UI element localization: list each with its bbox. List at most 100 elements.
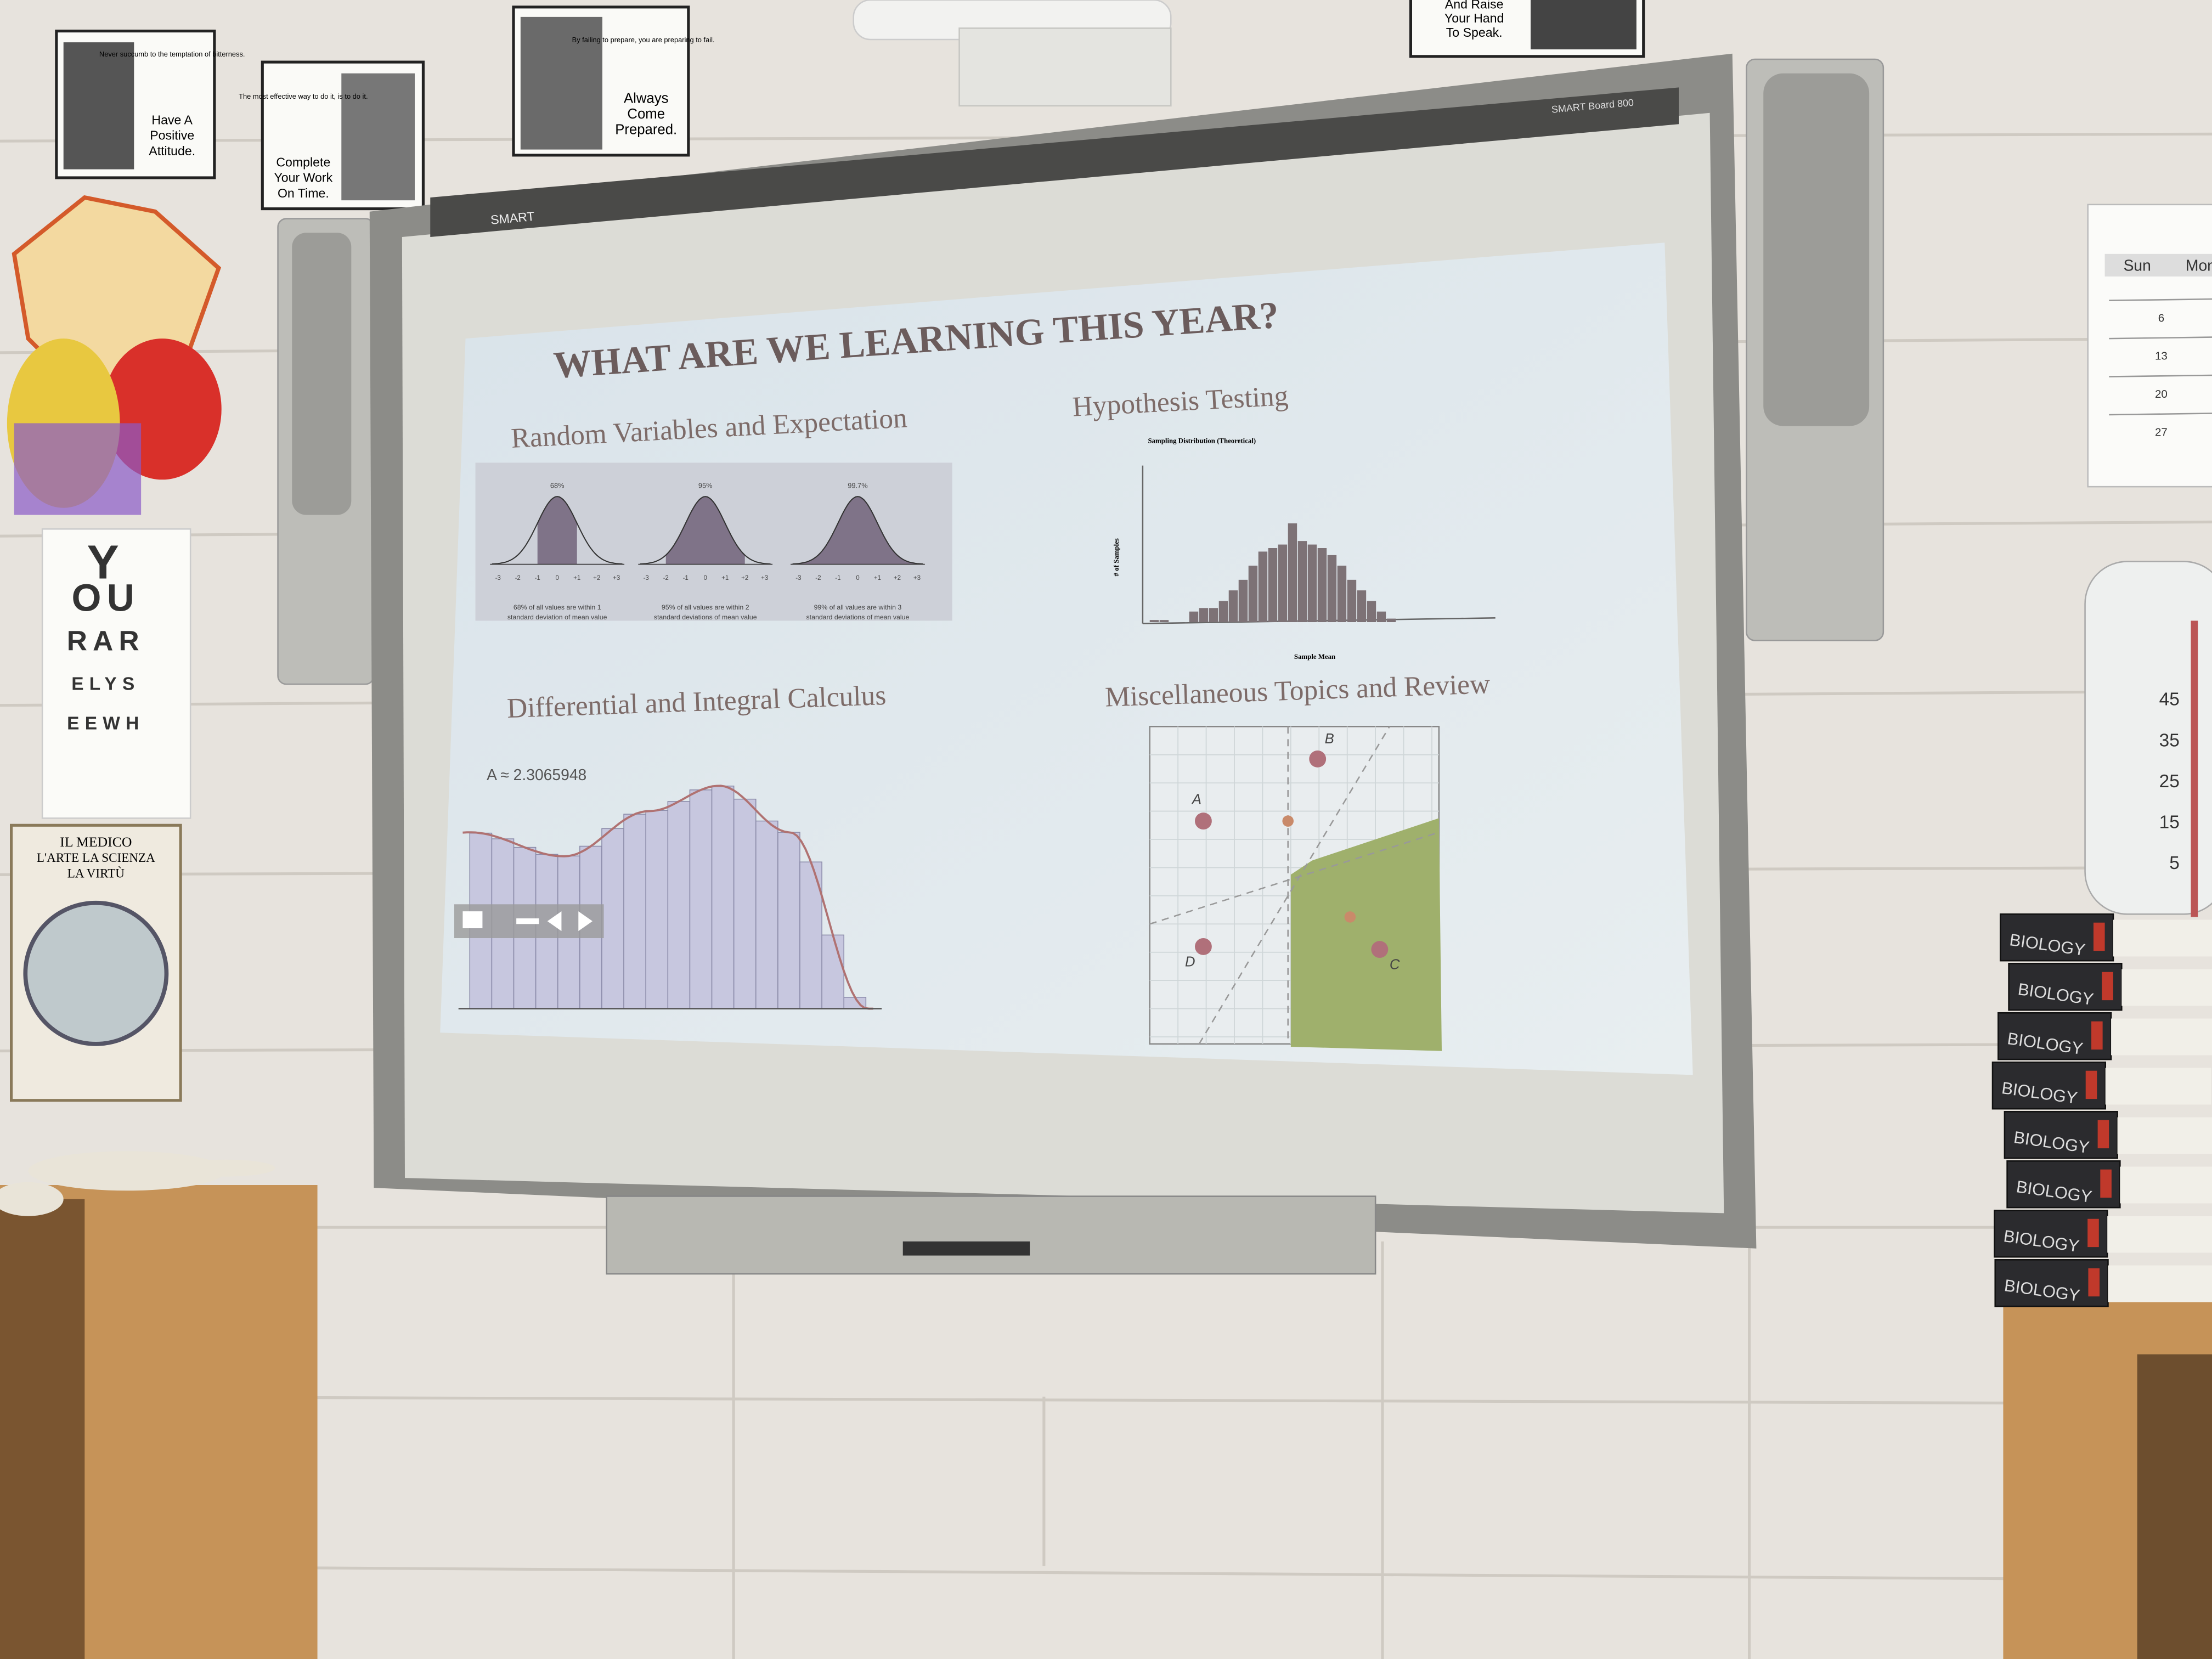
- riemann-rect: [777, 832, 800, 1009]
- eye-chart-row: Y: [87, 535, 125, 589]
- thermometer: [2084, 561, 2212, 915]
- eye-chart-row: OU: [72, 576, 140, 619]
- function-curve: [462, 785, 873, 1010]
- histogram-bar: [1386, 618, 1396, 622]
- bell-caption: 99% of all values are within 3: [814, 603, 902, 611]
- riemann-rect: [623, 814, 646, 1009]
- bell-tick: 0: [555, 575, 558, 582]
- histogram-bar: [1347, 579, 1357, 622]
- poster-2: The most effective way to do it, is to d…: [239, 60, 425, 211]
- bell-tick: -1: [683, 575, 689, 582]
- calendar-date: 27: [2155, 426, 2168, 439]
- bell-tick: +3: [761, 575, 768, 582]
- book-label: [2088, 1268, 2100, 1297]
- poster-4: And Raise Your Hand To Speak.: [1409, 0, 1645, 58]
- bell-curve: [492, 496, 623, 565]
- bell-caption: standard deviations of mean value: [654, 613, 757, 621]
- thermometer-label: 25: [2159, 771, 2180, 792]
- bell-tick: -3: [795, 575, 801, 582]
- eye-chart-row: ELYS: [71, 674, 140, 694]
- histogram-bar: [1357, 590, 1367, 622]
- histogram-bar: [1218, 601, 1228, 622]
- book-pages: [2111, 1018, 2212, 1056]
- bell-tick: -3: [644, 575, 649, 582]
- poster-motto: To Speak.: [1446, 25, 1503, 40]
- histogram-bar: [1149, 620, 1159, 622]
- calendar-row: [2109, 336, 2212, 340]
- poster-1: Never succumb to the temptation of bitte…: [55, 30, 245, 179]
- riemann-rect: [711, 785, 735, 1009]
- histogram-bar: [1159, 620, 1169, 622]
- book-pages: [2108, 1265, 2212, 1302]
- histogram-bar: [1248, 566, 1258, 622]
- riemann-sum: [458, 785, 882, 1010]
- thermometer-label: 35: [2159, 730, 2180, 751]
- book-label: [2094, 922, 2105, 951]
- point-label: C: [1390, 957, 1400, 973]
- poster-motto: Have A: [151, 112, 193, 127]
- bell-tick: -2: [815, 575, 821, 582]
- paper-mask: [7, 195, 222, 515]
- riemann-rect: [689, 789, 713, 1009]
- bones: [0, 1151, 275, 1216]
- toolbar-icons: [462, 911, 592, 932]
- riemann-rect: [667, 801, 691, 1009]
- poster-illustration: [23, 900, 169, 1046]
- histogram-bar: [1268, 548, 1278, 622]
- book-label: [2100, 1169, 2112, 1198]
- book-label: [2097, 1120, 2109, 1149]
- thermometer-tube: [2191, 620, 2198, 917]
- poster-motto: Prepared.: [615, 122, 677, 137]
- riemann-rect: [601, 828, 624, 1009]
- pen-slots: [902, 1241, 1030, 1256]
- bell-tick: +3: [613, 575, 620, 582]
- book-stack: BIOLOGYBIOLOGYBIOLOGYBIOLOGYBIOLOGYBIOLO…: [1991, 913, 2212, 1307]
- bell-tick: -3: [495, 575, 501, 582]
- book-pages: [2120, 1166, 2212, 1204]
- bell-label: 68%: [550, 482, 565, 490]
- bell-tick: +1: [874, 575, 881, 582]
- histogram-bar: [1317, 548, 1327, 622]
- poster-3: By failing to prepare, you are preparing…: [512, 5, 715, 157]
- histogram-bar: [1189, 611, 1199, 622]
- bell-shade: [665, 496, 745, 565]
- bell-shade: [537, 496, 577, 565]
- eye-chart: [41, 528, 191, 819]
- bell-tick: -2: [663, 575, 669, 582]
- riemann-rect: [755, 820, 778, 1009]
- poster-motto: Complete: [276, 155, 330, 169]
- calendar: [2087, 204, 2212, 488]
- histogram-bar: [1297, 541, 1307, 622]
- bell-label: 95%: [698, 482, 713, 490]
- poster-quote: The most effective way to do it, is to d…: [239, 92, 368, 100]
- projector-mount: [958, 27, 1172, 107]
- poster-motto: Come: [627, 106, 665, 122]
- poster-motto: On Time.: [278, 186, 329, 200]
- histogram-bar: [1288, 523, 1297, 622]
- calendar-row: [2109, 413, 2212, 416]
- histogram: Sampling Distribution (Theoretical) Samp…: [1113, 437, 1496, 661]
- poster-motto: Your Hand: [1444, 11, 1504, 25]
- dashed-lines: [1149, 726, 1440, 1045]
- bell-tick: 0: [856, 575, 859, 582]
- bell-caption: 68% of all values are within 1: [514, 603, 601, 611]
- poster-motto: Positive: [150, 128, 194, 143]
- calendar-date: 13: [2155, 350, 2168, 363]
- histogram-bar: [1376, 611, 1386, 622]
- poster-text: LA VIRTÙ: [67, 866, 125, 881]
- poster-quote: By failing to prepare, you are preparing…: [572, 36, 715, 44]
- poster-motto: Attitude.: [149, 144, 195, 158]
- riemann-rect: [733, 798, 757, 1009]
- histogram-bar: [1337, 566, 1347, 622]
- book-pages: [2107, 1216, 2212, 1253]
- bell-tick: +2: [894, 575, 901, 582]
- histogram-bar: [1307, 544, 1317, 622]
- pen-tray: [606, 1195, 1376, 1275]
- bell-curves: 68% -3 -2 -1 0 +1 +2 +3 68% of all values are wi…: [490, 482, 925, 621]
- histogram-bar: [1367, 601, 1376, 622]
- book-label: [2091, 1021, 2103, 1050]
- eye-chart-row: RAR: [67, 624, 145, 656]
- bell-caption: standard deviations of mean value: [806, 613, 910, 621]
